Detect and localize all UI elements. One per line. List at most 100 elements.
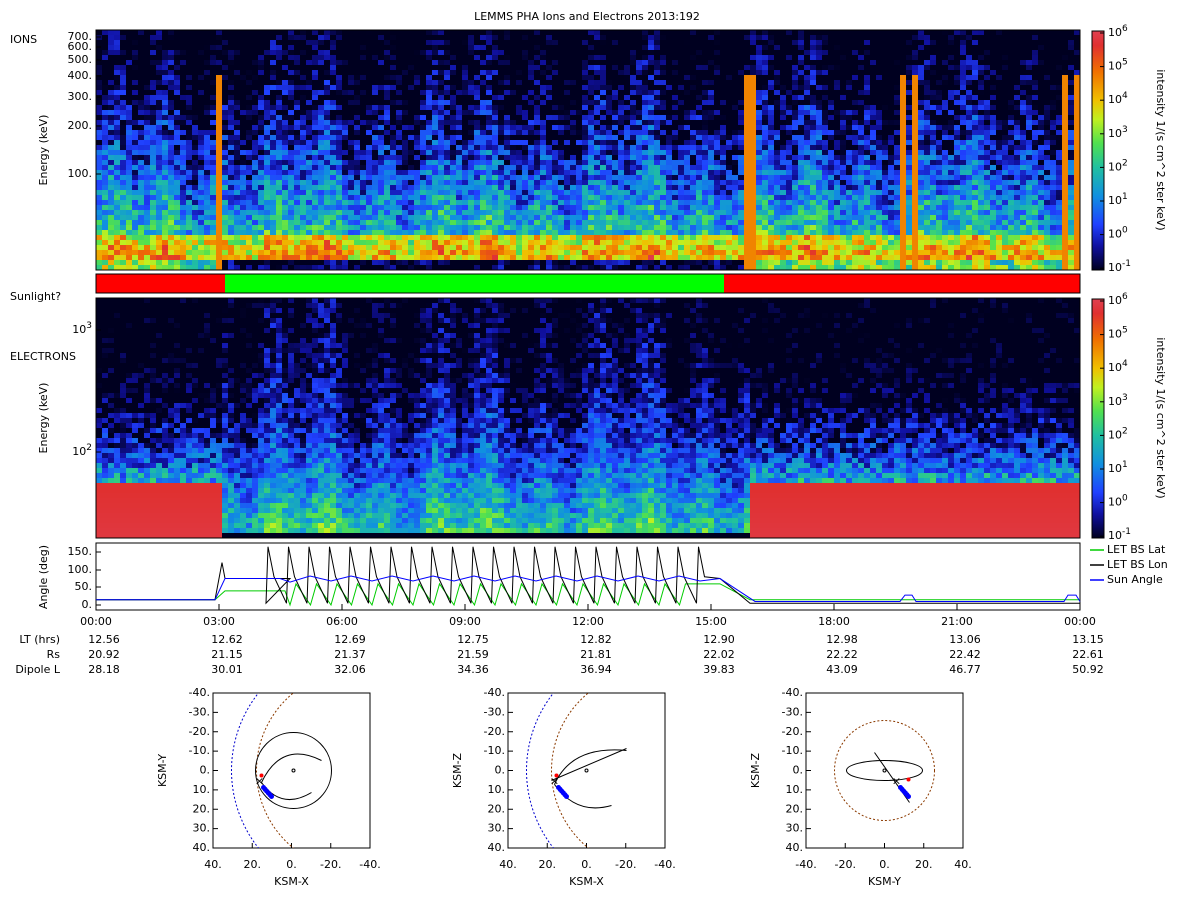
spectrogram-cell — [672, 85, 679, 91]
spectrogram-cell — [228, 85, 235, 91]
spectrogram-cell — [528, 225, 535, 231]
spectrogram-cell — [420, 205, 427, 211]
spectrogram-cell — [192, 230, 199, 236]
spectrogram-cell — [336, 75, 343, 81]
spectrogram-cell — [288, 50, 295, 56]
spectrogram-cell — [384, 145, 391, 151]
spectrogram-cell — [144, 215, 151, 221]
spectrogram-cell — [624, 110, 631, 116]
spectrogram-cell — [210, 80, 217, 86]
spectrogram-cell — [636, 230, 643, 236]
spectrogram-cell — [648, 130, 655, 136]
spectrogram-cell — [240, 250, 247, 256]
spectrogram-cell — [414, 195, 421, 201]
spectrogram-cell — [678, 90, 685, 96]
spectrogram-cell — [282, 180, 289, 186]
spectrogram-cell — [102, 60, 109, 66]
spectrogram-cell — [306, 245, 313, 251]
spectrogram-cell — [462, 240, 469, 246]
spectrogram-cell — [606, 65, 613, 71]
spectrogram-cell — [354, 30, 361, 36]
spectrogram-cell — [342, 180, 349, 186]
spectrogram-cell — [648, 125, 655, 131]
spectrogram-cell — [252, 65, 259, 71]
spectrogram-cell — [120, 240, 127, 246]
spectrogram-cell — [456, 230, 463, 236]
spectrogram-cell — [312, 40, 319, 46]
spectrogram-cell — [672, 170, 679, 176]
spectrogram-cell — [426, 145, 433, 151]
spectrogram-cell — [270, 120, 277, 126]
spectrogram-cell — [480, 95, 487, 101]
spectrogram-cell — [522, 55, 529, 61]
spectrogram-cell — [408, 250, 415, 256]
spectrogram-cell — [474, 45, 481, 51]
spectrogram-cell — [312, 140, 319, 146]
spectrogram-cell — [108, 90, 115, 96]
spectrogram-cell — [210, 215, 217, 221]
spectrogram-cell — [552, 110, 559, 116]
spectrogram-cell — [474, 65, 481, 71]
spectrogram-cell — [540, 65, 547, 71]
spectrogram-cell — [690, 170, 697, 176]
spectrogram-cell — [366, 235, 373, 241]
spectrogram-cell — [318, 55, 325, 61]
spectrogram-cell — [702, 65, 709, 71]
spectrogram-cell — [234, 100, 241, 106]
spectrogram-cell — [204, 195, 211, 201]
spectrogram-cell — [282, 250, 289, 256]
spectrogram-cell — [252, 75, 259, 81]
spectrogram-cell — [108, 185, 115, 191]
spectrogram-cell — [474, 200, 481, 206]
spectrogram-cell — [714, 100, 721, 106]
spectrogram-cell — [522, 200, 529, 206]
spectrogram-cell — [258, 200, 265, 206]
spectrogram-cell — [648, 60, 655, 66]
spectrogram-cell — [630, 245, 637, 251]
spectrogram-cell — [684, 50, 691, 56]
spectrogram-cell — [186, 120, 193, 126]
spectrogram-cell — [186, 145, 193, 151]
spectrogram-cell — [636, 115, 643, 121]
spectrogram-cell — [162, 45, 169, 51]
spectrogram-cell — [618, 40, 625, 46]
spectrogram-cell — [354, 130, 361, 136]
spectrogram-cell — [540, 150, 547, 156]
spectrogram-cell — [636, 90, 643, 96]
spectrogram-cell — [462, 170, 469, 176]
spectrogram-cell — [474, 95, 481, 101]
spectrogram-cell — [576, 50, 583, 56]
spectrogram-cell — [432, 100, 439, 106]
spectrogram-cell — [138, 165, 145, 171]
spectrogram-cell — [276, 155, 283, 161]
spectrogram-cell — [516, 115, 523, 121]
spectrogram-cell — [402, 145, 409, 151]
spectrogram-cell — [156, 95, 163, 101]
spectrogram-cell — [660, 235, 667, 241]
spectrogram-cell — [408, 50, 415, 56]
spectrogram-cell — [444, 110, 451, 116]
spectrogram-cell — [690, 110, 697, 116]
spectrogram-cell — [690, 260, 697, 266]
spectrogram-cell — [450, 85, 457, 91]
spectrogram-cell — [312, 55, 319, 61]
spectrogram-cell — [414, 60, 421, 66]
spectrogram-cell — [354, 55, 361, 61]
spectrogram-cell — [408, 85, 415, 91]
spectrogram-cell — [240, 135, 247, 141]
spectrogram-cell — [696, 45, 703, 51]
spectrogram-cell — [96, 130, 103, 136]
spectrogram-cell — [312, 120, 319, 126]
spectrogram-cell — [492, 250, 499, 256]
spectrogram-cell — [612, 165, 619, 171]
spectrogram-cell — [162, 235, 169, 241]
spectrogram-cell — [666, 185, 673, 191]
spectrogram-cell — [132, 50, 139, 56]
spectrogram-cell — [192, 190, 199, 196]
spectrogram-cell — [192, 250, 199, 256]
spectrogram-cell — [618, 185, 625, 191]
spectrogram-cell — [282, 135, 289, 141]
spectrogram-cell — [588, 225, 595, 231]
spectrogram-cell — [108, 225, 115, 231]
spectrogram-cell — [492, 160, 499, 166]
